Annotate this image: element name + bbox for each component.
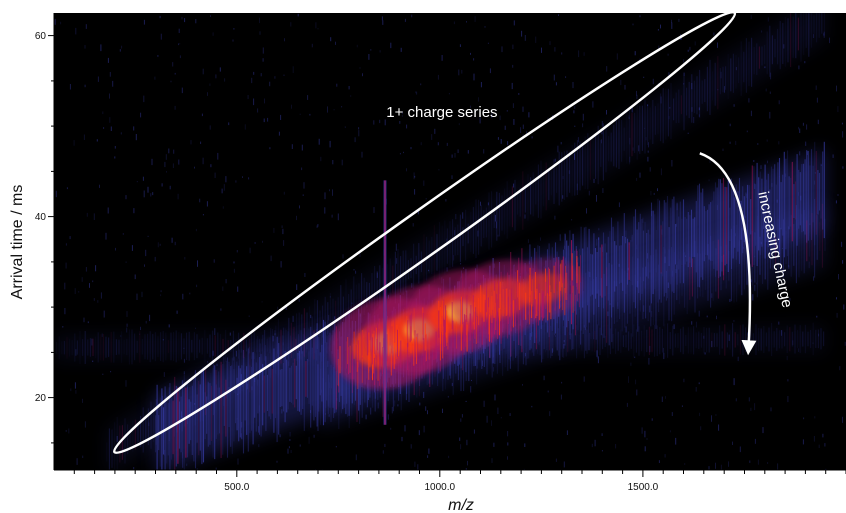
intense-streaks (337, 249, 581, 393)
tick-marks: 500.0 1000.0 1500.0 20 40 60 (35, 31, 846, 493)
y-tick-label-0: 20 (35, 393, 47, 404)
charge-series-ellipse (112, 10, 737, 455)
y-tick-label-1: 40 (35, 212, 47, 223)
axes (53, 13, 846, 471)
x-tick-label-0: 500.0 (224, 482, 249, 493)
x-tick-label-2: 1500.0 (628, 482, 659, 493)
background-noise (54, 13, 846, 470)
x-tick-label-1: 1000.0 (425, 482, 456, 493)
y-tick-label-2: 60 (35, 31, 47, 42)
increasing-charge-arrow (699, 152, 757, 356)
y-axis-title: Arrival time / ms (9, 185, 26, 300)
annotation-label-0: 1+ charge series (386, 104, 497, 121)
heatmap-intensity-layer (54, 13, 846, 470)
x-axis-title: m/z (448, 497, 474, 513)
